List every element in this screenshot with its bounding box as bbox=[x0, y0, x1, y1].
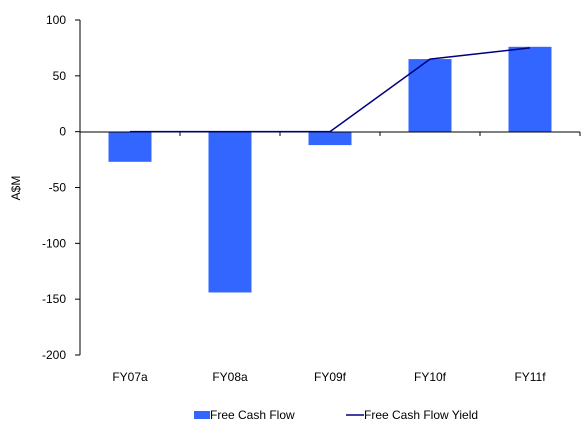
y-tick-label: 100 bbox=[46, 13, 66, 27]
legend-label-free-cash-flow: Free Cash Flow bbox=[210, 408, 295, 422]
legend: Free Cash Flow Free Cash Flow Yield bbox=[194, 408, 478, 422]
y-tick-label: -50 bbox=[49, 181, 67, 195]
y-tick-label: -200 bbox=[42, 348, 66, 362]
x-tick-label: FY07a bbox=[112, 370, 148, 384]
x-tick-label: FY09f bbox=[314, 370, 347, 384]
x-tick-label: FY11f bbox=[514, 370, 546, 384]
y-ticks: 100 50 0 -50 -100 -150 -200 bbox=[42, 13, 80, 362]
legend-label-free-cash-flow-yield: Free Cash Flow Yield bbox=[364, 408, 478, 422]
y-axis: 100 50 0 -50 -100 -150 -200 bbox=[42, 13, 81, 362]
x-tick-label: FY10f bbox=[414, 370, 447, 384]
y-tick-label: -150 bbox=[42, 292, 66, 306]
bar-fy07a bbox=[108, 131, 152, 162]
y-tick-label: -100 bbox=[42, 236, 66, 250]
x-ticks bbox=[79, 132, 581, 136]
y-tick-label: 0 bbox=[59, 125, 66, 139]
x-tick-label: FY08a bbox=[212, 370, 248, 384]
y-axis-title: A$M bbox=[9, 176, 23, 201]
bar-fy08a bbox=[208, 131, 252, 293]
bar-fy10f bbox=[408, 59, 452, 132]
y-tick-label: 50 bbox=[53, 69, 67, 83]
free-cash-flow-yield-line bbox=[130, 47, 531, 133]
bar-fy09f bbox=[308, 131, 352, 146]
bar-fy11f bbox=[508, 46, 552, 132]
x-labels: FY07a FY08a FY09f FY10f FY11f bbox=[112, 370, 546, 384]
x-axis: FY07a FY08a FY09f FY10f FY11f bbox=[79, 131, 581, 384]
bars bbox=[108, 46, 552, 293]
legend-swatch-free-cash-flow bbox=[194, 411, 210, 419]
